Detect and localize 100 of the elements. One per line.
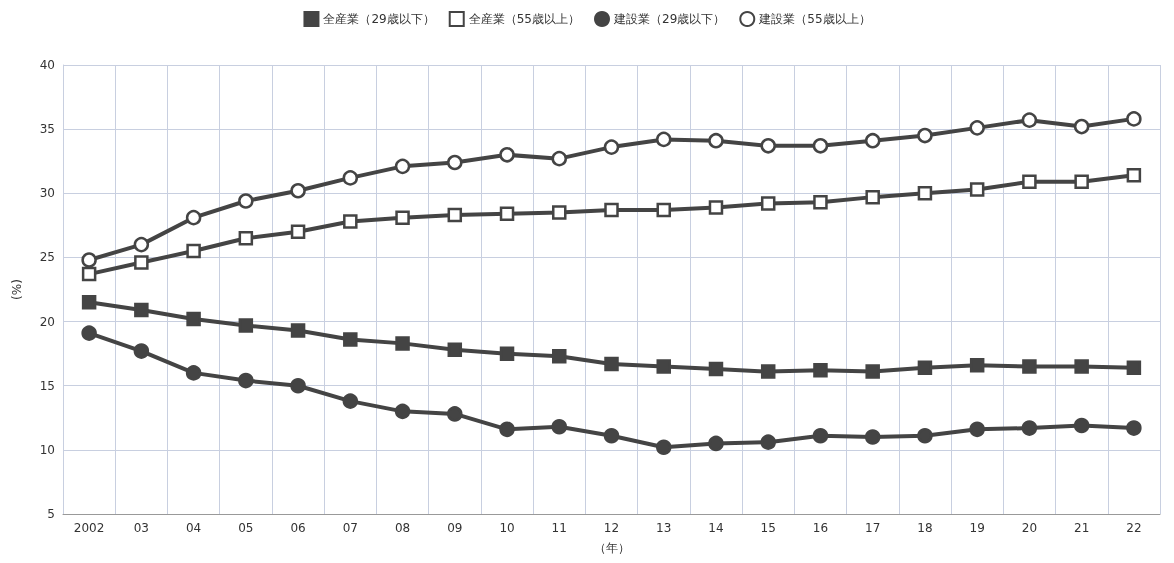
point (708, 361, 724, 377)
point (81, 252, 97, 268)
point (813, 363, 828, 378)
point (865, 364, 880, 379)
point (290, 377, 306, 394)
point (812, 138, 829, 154)
point (395, 210, 410, 225)
point (1022, 359, 1037, 374)
point (447, 342, 463, 358)
point (603, 139, 620, 155)
point (1021, 420, 1038, 436)
point (499, 346, 515, 361)
point (1074, 174, 1089, 189)
point (499, 421, 515, 438)
point (969, 182, 985, 197)
x-tick-label: 19 (969, 521, 985, 535)
point (290, 224, 306, 240)
point (186, 243, 201, 259)
point (969, 357, 985, 373)
point (499, 206, 515, 222)
point (81, 325, 97, 341)
y-tick-label: 30 (39, 186, 55, 201)
x-tick-label: 15 (760, 521, 776, 535)
x-tick-label: 07 (342, 521, 358, 535)
point (238, 372, 254, 389)
x-tick-label: 05 (238, 521, 254, 535)
point (81, 266, 97, 282)
point (133, 236, 150, 253)
point (342, 170, 359, 186)
point (81, 295, 97, 310)
point (760, 196, 776, 211)
point (447, 406, 463, 422)
point (864, 132, 881, 149)
point (1074, 359, 1089, 374)
point (342, 393, 359, 409)
y-tick-label: 35 (39, 122, 55, 137)
point (969, 421, 985, 438)
point (917, 428, 933, 444)
point (969, 120, 985, 136)
point (1126, 111, 1142, 127)
point (1022, 174, 1037, 189)
point (656, 359, 671, 374)
point (447, 154, 463, 171)
x-tick-label: 2002 (73, 521, 105, 535)
point (552, 205, 567, 220)
point (864, 429, 881, 445)
point (1073, 417, 1090, 434)
point (394, 403, 411, 420)
x-axis-title: （年） (593, 541, 630, 555)
point (290, 323, 306, 338)
y-tick-label: 15 (39, 378, 55, 393)
point (185, 209, 202, 226)
point (238, 318, 254, 333)
point (604, 356, 619, 372)
point (134, 255, 149, 270)
point (1021, 112, 1038, 128)
point (865, 189, 880, 205)
y-axis-title: (%) (10, 279, 24, 300)
point (604, 202, 619, 218)
point (813, 195, 828, 210)
point (812, 428, 829, 444)
point (603, 428, 620, 444)
y-tick-label: 25 (39, 250, 55, 265)
x-tick-label: 18 (917, 521, 933, 535)
point (552, 348, 567, 364)
point (343, 214, 358, 229)
x-tick-label: 04 (185, 521, 202, 535)
point (917, 127, 933, 144)
x-tick-label: 12 (603, 521, 620, 535)
x-tick-label: 20 (1021, 521, 1038, 535)
point (551, 419, 568, 435)
x-tick-label: 16 (812, 521, 829, 535)
x-tick-label: 13 (656, 521, 672, 535)
point (1073, 118, 1090, 135)
point (708, 132, 724, 149)
point (343, 332, 358, 347)
point (917, 186, 933, 201)
x-tick-label: 17 (865, 521, 881, 535)
point (238, 193, 254, 209)
x-tick-label: 10 (499, 521, 515, 535)
point (1126, 168, 1142, 183)
point (656, 131, 672, 148)
point (395, 336, 410, 351)
point (290, 182, 306, 199)
point (760, 434, 776, 450)
point (134, 302, 149, 318)
x-tick-label: 03 (133, 521, 149, 535)
y-tick-label: 10 (39, 442, 55, 457)
x-tick-label: 06 (290, 521, 306, 535)
point (499, 147, 515, 163)
x-tick-label: 21 (1074, 521, 1090, 535)
point (238, 230, 254, 246)
point (917, 360, 933, 375)
legend-label: 全産業（55歳以上） (468, 12, 581, 26)
point (708, 200, 724, 215)
point (760, 364, 776, 379)
y-tick-label: 20 (39, 314, 55, 329)
x-tick-label: 11 (551, 521, 567, 535)
legend-label: 全産業（29歳以下） (323, 12, 435, 26)
point (1126, 420, 1142, 436)
